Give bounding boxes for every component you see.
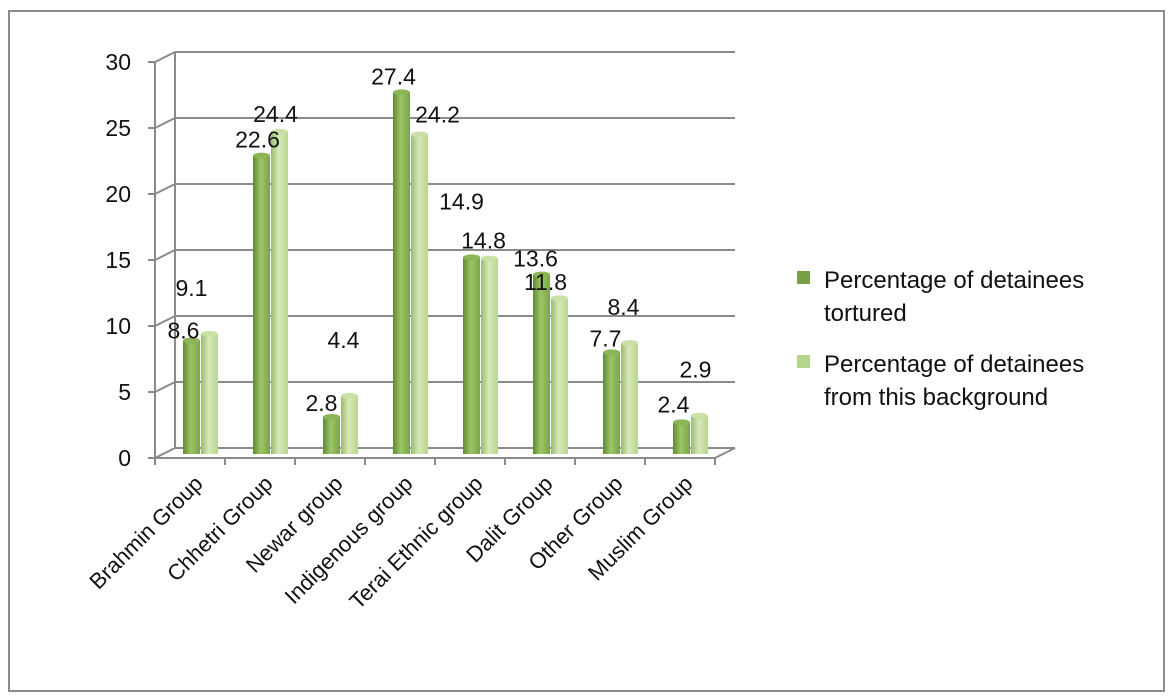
data-label-series-2: 4.4 — [328, 327, 360, 353]
bar-series-1 — [603, 352, 620, 454]
bar-top-series-1 — [603, 349, 620, 356]
chart-frame — [8, 10, 1165, 692]
data-label-series-1: 2.4 — [658, 391, 690, 417]
bar-series-2 — [481, 258, 498, 454]
y-tick-label: 15 — [105, 247, 131, 273]
data-label-series-2: 24.4 — [253, 101, 298, 127]
bar-top-series-1 — [673, 419, 690, 426]
legend-label-1: tortured — [824, 300, 907, 327]
data-label-series-1: 13.6 — [513, 245, 558, 271]
legend-swatch-1 — [797, 271, 810, 284]
bar-series-2 — [691, 415, 708, 454]
gridline-depth — [154, 183, 176, 195]
y-tick-label: 25 — [105, 115, 131, 141]
x-category-label: Terai Ethnic group — [344, 471, 487, 614]
bar-top-series-2 — [271, 128, 288, 135]
data-label-series-1: 8.6 — [168, 317, 200, 343]
bar-series-2 — [551, 298, 568, 454]
gridline-depth — [154, 447, 176, 459]
bar-top-series-2 — [341, 392, 358, 399]
gridline-depth — [154, 51, 176, 63]
y-tick-label: 10 — [105, 313, 131, 339]
bar-series-2 — [411, 134, 428, 454]
bar-top-series-1 — [533, 271, 550, 278]
y-tick-label: 30 — [105, 49, 131, 75]
bar-series-1 — [253, 155, 270, 454]
data-label-series-1: 14.9 — [439, 188, 484, 214]
bar-series-2 — [201, 333, 218, 454]
bar-series-1 — [673, 422, 690, 454]
bar-layer — [183, 89, 708, 455]
bar-top-series-2 — [481, 255, 498, 262]
bar-top-series-1 — [393, 89, 410, 96]
gridline-depth — [154, 381, 176, 393]
data-label-series-1: 22.6 — [235, 127, 280, 153]
bar-series-2 — [271, 131, 288, 455]
data-label-series-2: 24.2 — [415, 102, 460, 128]
bar-top-series-2 — [621, 340, 638, 347]
bar-series-1 — [183, 340, 200, 454]
bar-top-series-2 — [411, 131, 428, 138]
bar-top-series-1 — [253, 152, 270, 159]
legend-label-2: Percentage of detainees — [824, 351, 1084, 378]
legend: Percentage of detainees tortured Percentag… — [797, 267, 1084, 411]
bar-top-series-2 — [551, 295, 568, 302]
legend-swatch-2 — [797, 355, 810, 368]
data-label-layer: 8.6 22.6 2.8 27.4 14.9 13.6 7.7 2.4 9.1 24.4 4.4 24… — [168, 63, 712, 417]
gridline-depth — [154, 249, 176, 261]
gridline-depth — [154, 117, 176, 129]
bar-series-2 — [341, 395, 358, 454]
data-label-series-2: 9.1 — [176, 275, 208, 301]
data-label-series-2: 14.8 — [461, 228, 506, 254]
legend-label-2: from this background — [824, 384, 1048, 411]
bar-top-series-1 — [463, 254, 480, 261]
data-label-series-1: 7.7 — [590, 325, 622, 351]
gridline-depth — [154, 315, 176, 327]
y-tick-label: 0 — [118, 445, 131, 471]
bar-series-1 — [323, 417, 340, 454]
data-label-series-1: 2.8 — [306, 390, 338, 416]
y-tick-label: 5 — [118, 379, 131, 405]
bar-top-series-2 — [201, 330, 218, 337]
data-label-series-2: 2.9 — [680, 357, 712, 383]
bar-top-series-1 — [323, 414, 340, 421]
data-label-series-2: 11.8 — [524, 269, 567, 295]
bar-series-2 — [621, 343, 638, 454]
x-category-label: Indigenous group — [280, 471, 418, 609]
legend-label-1: Percentage of detainees — [824, 267, 1084, 294]
bar-top-series-1 — [183, 337, 200, 344]
floor-right-edge — [714, 447, 736, 459]
y-tick-label: 20 — [105, 181, 131, 207]
data-label-series-2: 8.4 — [608, 294, 640, 320]
bar-series-1 — [533, 274, 550, 454]
bar-series-1 — [463, 257, 480, 454]
bar-series-1 — [393, 92, 410, 454]
data-label-series-1: 27.4 — [371, 63, 416, 89]
bar-top-series-2 — [691, 412, 708, 419]
